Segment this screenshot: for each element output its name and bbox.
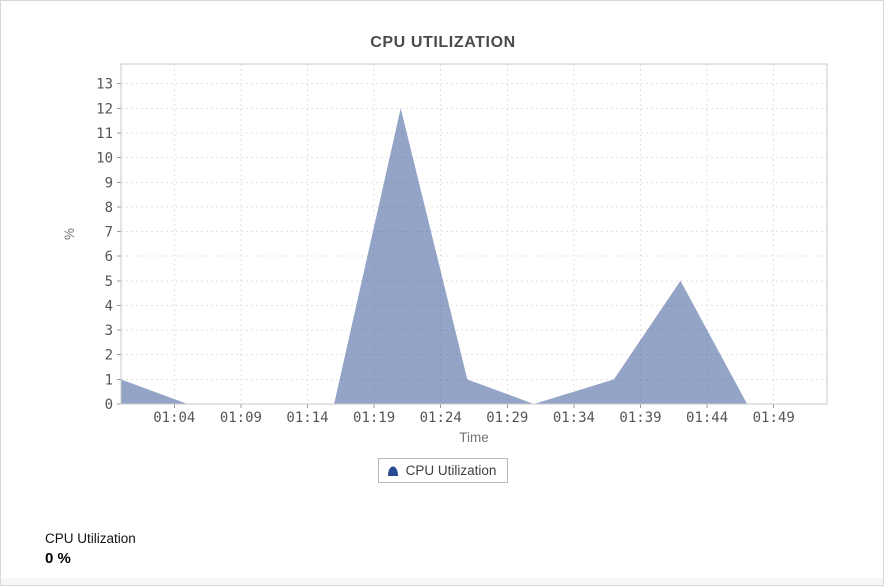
bottom-strip <box>1 578 883 585</box>
svg-text:01:34: 01:34 <box>553 410 595 426</box>
svg-text:01:24: 01:24 <box>420 410 462 426</box>
svg-text:8: 8 <box>105 200 113 216</box>
chart-legend: CPU Utilization <box>1 458 883 483</box>
svg-text:01:19: 01:19 <box>353 410 395 426</box>
svg-text:5: 5 <box>105 274 113 290</box>
svg-text:01:04: 01:04 <box>153 410 195 426</box>
svg-text:3: 3 <box>105 323 113 339</box>
svg-text:2: 2 <box>105 348 113 364</box>
svg-text:10: 10 <box>96 151 113 167</box>
svg-text:01:49: 01:49 <box>753 410 795 426</box>
legend-label: CPU Utilization <box>405 463 497 478</box>
area-series-marker-icon <box>387 466 398 476</box>
svg-text:9: 9 <box>105 175 113 191</box>
legend-item-cpu-utilization: CPU Utilization <box>377 458 509 483</box>
metric-value: 0 % <box>45 550 71 567</box>
svg-text:12: 12 <box>96 101 113 117</box>
svg-text:01:29: 01:29 <box>486 410 528 426</box>
svg-text:11: 11 <box>96 126 113 142</box>
svg-text:01:14: 01:14 <box>286 410 328 426</box>
svg-text:0: 0 <box>105 397 113 413</box>
svg-text:4: 4 <box>105 298 113 314</box>
svg-text:13: 13 <box>96 77 113 93</box>
metric-summary: CPU Utilization 0 % <box>45 529 136 569</box>
svg-text:1: 1 <box>105 372 113 388</box>
svg-text:01:44: 01:44 <box>686 410 728 426</box>
svg-text:Time: Time <box>459 430 489 445</box>
chart-title: CPU UTILIZATION <box>370 34 516 51</box>
cpu-utilization-area-chart: 01:04 01:09 01:14 01:19 01:24 01:29 01:34 01:39… <box>62 63 828 445</box>
svg-text:01:09: 01:09 <box>220 410 262 426</box>
svg-text:7: 7 <box>105 225 113 241</box>
svg-text:6: 6 <box>105 249 113 265</box>
svg-text:01:39: 01:39 <box>619 410 661 426</box>
svg-text:%: % <box>62 228 77 240</box>
metric-name: CPU Utilization <box>45 531 136 546</box>
